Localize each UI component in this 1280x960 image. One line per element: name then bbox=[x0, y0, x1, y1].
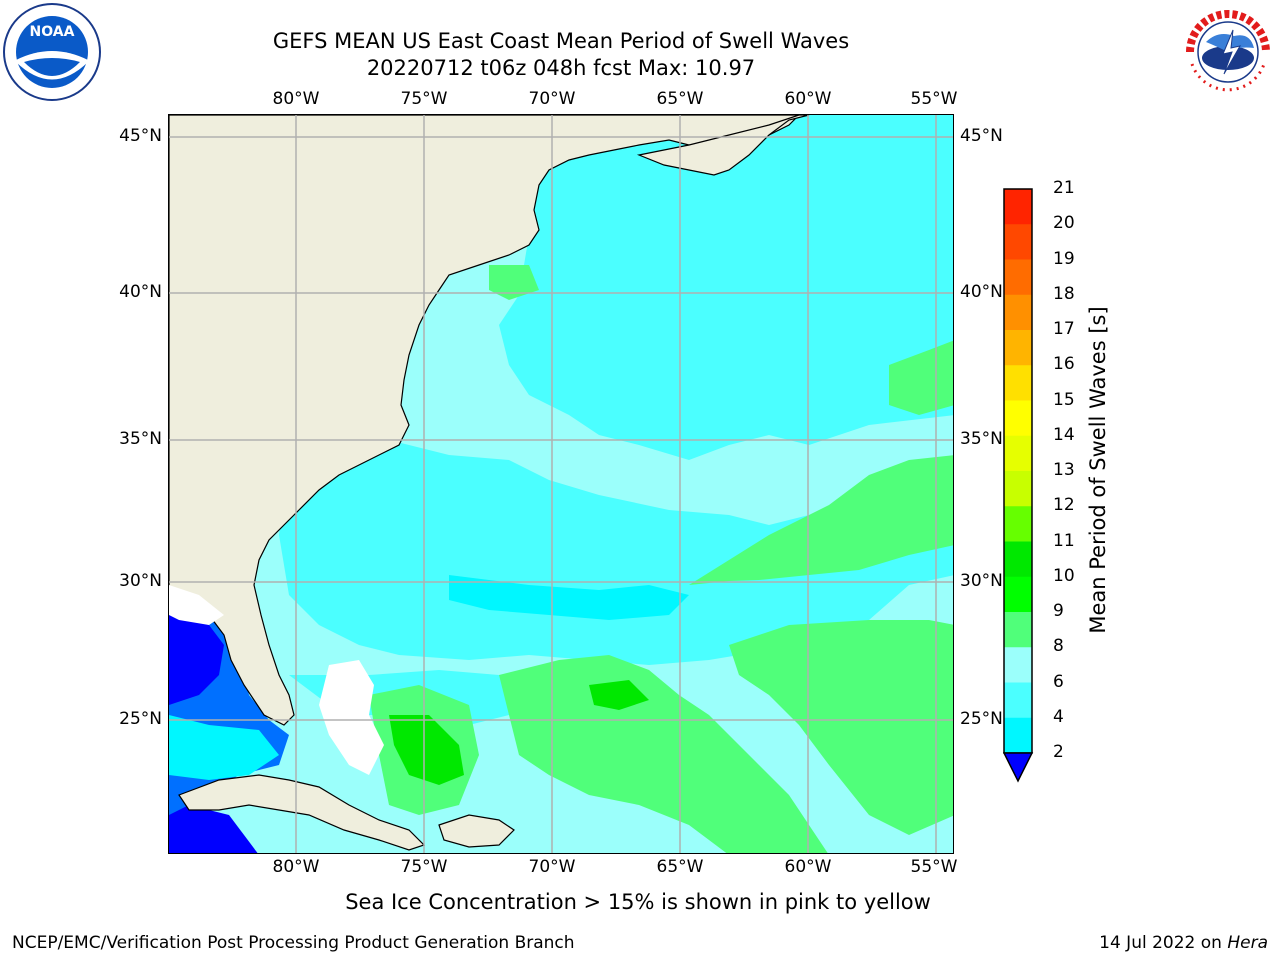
colorbar-tick-label: 2 bbox=[1053, 742, 1064, 762]
nws-logo-icon bbox=[1181, 5, 1275, 99]
colorbar-swatch bbox=[1004, 400, 1032, 437]
lon-label-bottom: 65°W bbox=[656, 857, 704, 877]
colorbar-tick-label: 4 bbox=[1053, 706, 1064, 727]
period-9-10-region bbox=[729, 620, 953, 835]
colorbar-tick-label: 20 bbox=[1053, 213, 1075, 234]
lon-label-top: 70°W bbox=[528, 89, 576, 109]
footer-date-text: 14 Jul 2022 on bbox=[1099, 933, 1222, 953]
lat-label-right: 25°N bbox=[960, 709, 1003, 729]
period-lt2-region bbox=[169, 615, 224, 705]
colorbar-swatch bbox=[1004, 682, 1032, 719]
chart-title: GEFS MEAN US East Coast Mean Period of S… bbox=[272, 29, 850, 53]
period-9-10-region bbox=[499, 655, 828, 853]
lat-label-right: 30°N bbox=[960, 571, 1003, 591]
chart-subtitle: 20220712 t06z 048h fcst Max: 10.97 bbox=[366, 56, 756, 80]
colorbar-extend-arrow bbox=[1003, 752, 1034, 783]
colorbar-swatch bbox=[1004, 330, 1032, 366]
colorbar-tick-label: 12 bbox=[1053, 495, 1075, 516]
colorbar-tick-label: 21 bbox=[1053, 178, 1075, 198]
lat-label-right: 45°N bbox=[960, 126, 1003, 146]
lon-label-bottom: 80°W bbox=[272, 857, 320, 877]
colorbar-swatch bbox=[1004, 471, 1032, 507]
colorbar-swatch bbox=[1004, 259, 1032, 296]
colorbar-tick-label: 16 bbox=[1053, 354, 1075, 375]
footer-credit: NCEP/EMC/Verification Post Processing Pr… bbox=[12, 933, 575, 953]
period-6-8-region bbox=[279, 435, 953, 665]
lon-label-bottom: 70°W bbox=[528, 857, 576, 877]
colorbar-label: Mean Period of Swell Waves [s] bbox=[1086, 306, 1110, 634]
period-6-8-region bbox=[499, 115, 953, 460]
lat-label-right: 35°N bbox=[960, 429, 1003, 449]
sea-ice-note: Sea Ice Concentration > 15% is shown in … bbox=[345, 890, 931, 914]
noaa-logo-icon: NOAA bbox=[3, 3, 101, 101]
lat-label-left: 40°N bbox=[119, 282, 162, 302]
colorbar-swatch bbox=[1004, 189, 1032, 225]
footer-date: 14 Jul 2022 on Hera bbox=[1099, 933, 1268, 953]
period-10-11-region bbox=[589, 680, 649, 710]
colorbar-tick-label: 17 bbox=[1053, 319, 1075, 339]
lat-label-left: 30°N bbox=[119, 571, 162, 591]
lon-label-top: 60°W bbox=[784, 89, 832, 109]
colorbar-tick-label: 10 bbox=[1053, 565, 1075, 586]
period-10-11-region bbox=[389, 715, 464, 785]
colorbar-swatch bbox=[1004, 647, 1032, 683]
colorbar-tick-label: 15 bbox=[1053, 389, 1075, 410]
colorbar-swatch bbox=[1004, 365, 1032, 401]
colorbar-tick-label: 18 bbox=[1053, 283, 1075, 304]
colorbar-swatch bbox=[1004, 224, 1032, 260]
lon-label-top: 65°W bbox=[656, 89, 704, 109]
colorbar-tick-label: 6 bbox=[1053, 671, 1064, 692]
map-graticule bbox=[169, 115, 953, 853]
colorbar-swatch bbox=[1004, 506, 1032, 542]
footer-host: Hera bbox=[1227, 933, 1268, 953]
period-9-10-region bbox=[889, 340, 953, 415]
period-lt2-region bbox=[169, 805, 258, 853]
colorbar-swatch bbox=[1004, 435, 1032, 472]
lat-label-left: 45°N bbox=[119, 126, 162, 146]
period-9-10-region bbox=[489, 265, 539, 300]
land-hispaniola bbox=[438, 814, 515, 848]
period-4-6-region bbox=[169, 715, 279, 780]
colorbar-tick-label: 11 bbox=[1053, 530, 1075, 551]
colorbar bbox=[1003, 188, 1034, 783]
lat-label-left: 35°N bbox=[119, 429, 162, 449]
colorbar-tick-label: 9 bbox=[1053, 601, 1064, 621]
colorbar-swatch bbox=[1004, 576, 1032, 613]
swell-period-map bbox=[169, 115, 953, 853]
land-cuba bbox=[178, 774, 426, 851]
period-4-6-region bbox=[449, 575, 689, 620]
land-nova-scotia bbox=[636, 115, 810, 176]
colorbar-tick-label: 19 bbox=[1053, 248, 1075, 269]
lon-label-top: 75°W bbox=[400, 89, 448, 109]
lat-label-right: 40°N bbox=[960, 282, 1003, 302]
lon-label-bottom: 60°W bbox=[784, 857, 832, 877]
colorbar-swatch bbox=[1004, 717, 1032, 754]
noaa-logo-text: NOAA bbox=[30, 24, 75, 40]
colorbar-tick-label: 14 bbox=[1053, 424, 1075, 445]
period-9-10-region bbox=[689, 455, 953, 585]
map-panel[interactable] bbox=[168, 114, 954, 854]
lon-label-bottom: 55°W bbox=[910, 857, 958, 877]
lon-label-top: 80°W bbox=[272, 89, 320, 109]
lon-label-top: 55°W bbox=[910, 89, 958, 109]
colorbar-swatch bbox=[1004, 541, 1032, 578]
colorbar-tick-label: 8 bbox=[1053, 636, 1064, 657]
nodata-region bbox=[319, 660, 384, 775]
nodata-region bbox=[169, 585, 224, 625]
lat-label-left: 25°N bbox=[119, 709, 162, 729]
colorbar-tick-label: 13 bbox=[1053, 460, 1075, 480]
colorbar-swatch bbox=[1004, 294, 1032, 331]
colorbar-swatch bbox=[1004, 612, 1032, 648]
lon-label-bottom: 75°W bbox=[400, 857, 448, 877]
